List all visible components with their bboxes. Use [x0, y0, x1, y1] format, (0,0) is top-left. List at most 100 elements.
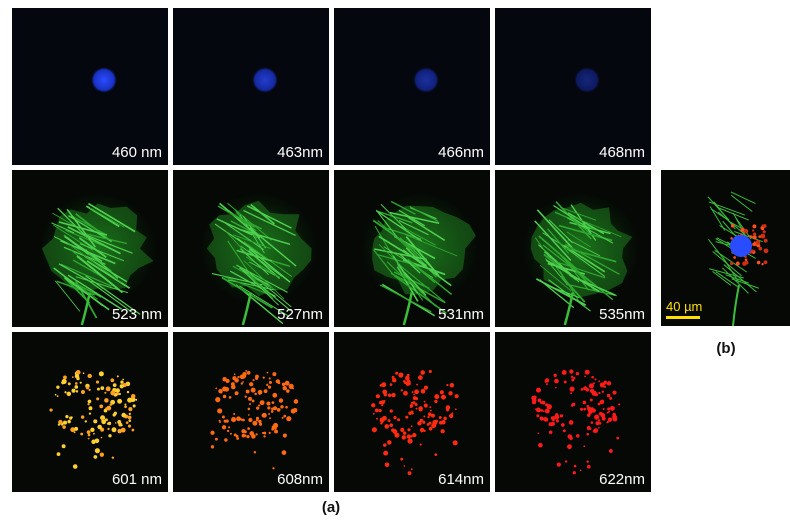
organelle	[280, 405, 283, 408]
organelle	[416, 408, 418, 410]
organelle	[439, 416, 442, 419]
nucleus	[730, 235, 752, 257]
panel-a-label: (a)	[322, 499, 340, 516]
organelle	[271, 410, 274, 413]
organelle	[282, 450, 287, 455]
organelle	[373, 413, 375, 415]
organelle	[609, 449, 613, 453]
organelle	[259, 423, 262, 426]
organelle	[248, 418, 252, 422]
organelle	[555, 387, 557, 389]
panel-b-label: (b)	[716, 340, 735, 357]
organelle	[730, 262, 733, 265]
organelle	[552, 418, 555, 421]
organelle	[540, 409, 543, 412]
organelle	[601, 413, 606, 418]
merged-image: 40 µm	[661, 170, 790, 326]
image-tile: 601 nm	[12, 332, 168, 492]
organelle	[81, 390, 85, 394]
organelle	[612, 391, 616, 395]
organelle	[455, 408, 457, 410]
organelle	[567, 444, 572, 449]
organelle	[87, 403, 89, 405]
image-tile: 523 nm	[12, 170, 168, 327]
organelle	[86, 386, 89, 389]
image-tile: 460 nm	[12, 8, 168, 165]
organelle	[580, 469, 582, 471]
organelle	[607, 412, 609, 414]
organelle	[418, 406, 423, 411]
organelle	[570, 392, 572, 394]
organelle	[276, 380, 279, 383]
organelle	[234, 373, 236, 375]
organelle	[598, 392, 600, 394]
organelle	[101, 437, 103, 439]
organelle	[57, 452, 61, 456]
organelle	[272, 393, 277, 398]
organelle	[268, 413, 270, 415]
organelle	[757, 261, 761, 265]
organelle	[233, 413, 235, 415]
organelle	[222, 387, 227, 392]
organelle	[100, 386, 104, 390]
organelle	[383, 443, 386, 446]
organelle	[584, 375, 586, 377]
organelle	[245, 370, 247, 372]
wavelength-label: 460 nm	[112, 144, 162, 161]
organelle	[117, 375, 119, 377]
organelle	[62, 379, 67, 384]
organelle	[428, 412, 432, 416]
organelle	[536, 407, 541, 412]
organelle	[236, 416, 241, 421]
organelle	[268, 386, 271, 389]
organelle	[269, 377, 271, 379]
organelle	[448, 391, 452, 395]
image-tile: 463nm	[173, 8, 329, 165]
organelle	[387, 440, 392, 445]
organelle	[380, 422, 382, 424]
organelle	[282, 386, 286, 390]
organelle	[277, 408, 281, 412]
organelle	[407, 374, 410, 377]
organelle	[256, 406, 259, 409]
organelle	[401, 389, 403, 391]
organelle	[251, 434, 256, 439]
organelle	[113, 383, 117, 387]
organelle	[124, 403, 126, 405]
organelle	[87, 430, 91, 434]
image-tile: 531nm	[334, 170, 490, 327]
image-tile: 468nm	[495, 8, 651, 165]
scale-bar-label: 40 µm	[666, 299, 702, 314]
organelle	[763, 230, 766, 233]
organelle	[99, 371, 104, 376]
organelle	[535, 408, 537, 410]
organelle	[71, 416, 73, 418]
organelle	[384, 424, 389, 429]
organelle	[112, 427, 117, 432]
organelle	[83, 372, 85, 374]
organelle	[133, 404, 136, 407]
organelle	[123, 416, 125, 418]
organelle	[417, 421, 422, 426]
organelle	[279, 398, 283, 402]
organelle	[230, 433, 232, 435]
organelle	[451, 412, 453, 414]
organelle	[88, 434, 91, 437]
organelle	[583, 445, 585, 447]
organelle	[412, 391, 414, 393]
organelle	[93, 419, 97, 423]
organelle	[393, 416, 396, 419]
organelle	[749, 235, 751, 237]
organelle	[65, 415, 68, 418]
organelle	[434, 400, 437, 403]
organelle	[128, 419, 131, 422]
organelle	[55, 394, 57, 396]
organelle	[553, 374, 556, 377]
organelle	[80, 382, 82, 384]
organelle	[764, 239, 768, 243]
organelle	[583, 401, 587, 405]
organelle	[540, 401, 543, 404]
organelle	[248, 397, 252, 401]
organelle	[97, 425, 102, 430]
organelle	[570, 386, 575, 391]
